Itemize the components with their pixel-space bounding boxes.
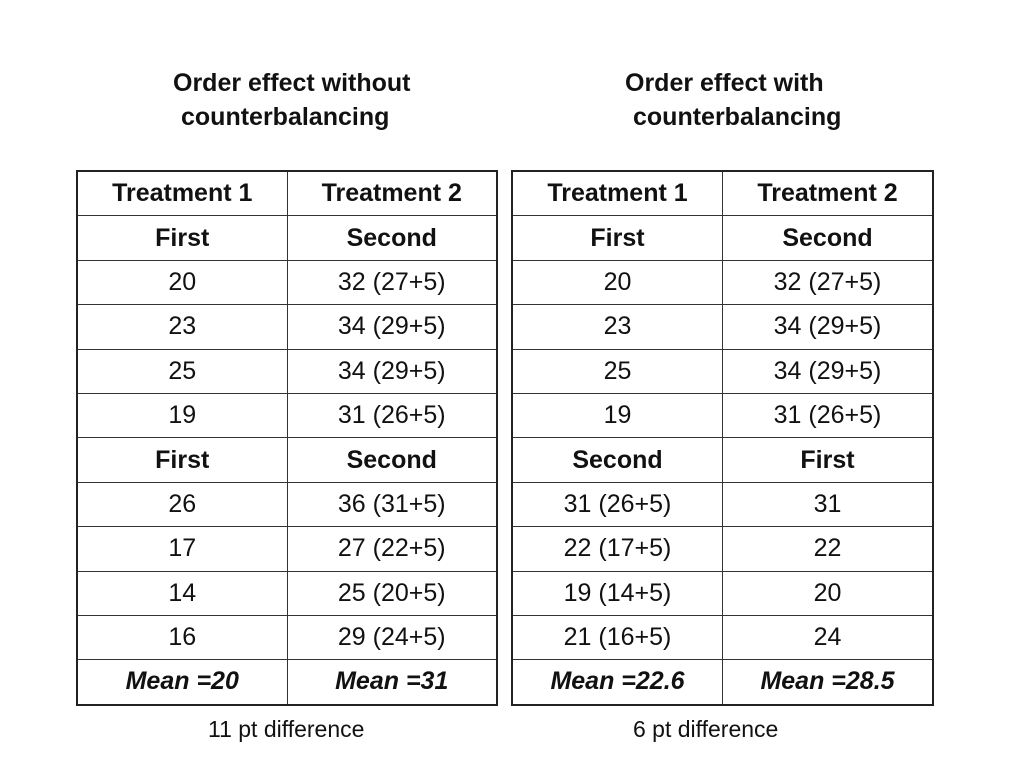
title-line-1: Order effect without bbox=[173, 69, 411, 97]
title-line-2: counterbalancing bbox=[633, 103, 842, 131]
cell: 31 (26+5) bbox=[286, 392, 498, 439]
table-row: 20 32 (27+5) bbox=[76, 259, 498, 306]
table-row: 25 34 (29+5) bbox=[76, 348, 498, 394]
order-label: Second bbox=[722, 215, 934, 261]
header-treatment-1: Treatment 1 bbox=[76, 170, 288, 217]
cell: 29 (24+5) bbox=[286, 614, 498, 661]
difference-note-left: 11 pt difference bbox=[208, 716, 365, 742]
cell: 31 (26+5) bbox=[722, 392, 934, 439]
cell: 32 (27+5) bbox=[286, 259, 498, 306]
cell: 19 bbox=[76, 392, 288, 439]
mean-treatment-1: Mean =22.6 bbox=[511, 659, 723, 706]
cell: 22 bbox=[722, 526, 934, 572]
table-row: 31 (26+5) 31 bbox=[511, 481, 934, 528]
header-treatment-2: Treatment 2 bbox=[286, 170, 498, 217]
table-with-counterbalancing: Treatment 1 Treatment 2 First Second 20 … bbox=[511, 170, 934, 706]
order-label: First bbox=[511, 215, 723, 261]
order-label: Second bbox=[286, 437, 498, 483]
cell: 19 (14+5) bbox=[511, 570, 723, 616]
mean-treatment-1: Mean =20 bbox=[76, 659, 288, 706]
table-row: 23 34 (29+5) bbox=[511, 304, 934, 350]
order-label: Second bbox=[286, 215, 498, 261]
cell: 20 bbox=[722, 570, 934, 616]
title-line-2: counterbalancing bbox=[181, 103, 390, 131]
cell: 14 bbox=[76, 570, 288, 616]
cell: 23 bbox=[76, 304, 288, 350]
table-row: 14 25 (20+5) bbox=[76, 570, 498, 616]
cell: 26 bbox=[76, 481, 288, 528]
mean-treatment-2: Mean =31 bbox=[286, 659, 498, 706]
table-row: 19 31 (26+5) bbox=[511, 392, 934, 439]
order-row: Second First bbox=[511, 437, 934, 483]
table-without-counterbalancing: Treatment 1 Treatment 2 First Second 20 … bbox=[76, 170, 498, 706]
cell: 17 bbox=[76, 526, 288, 572]
table-row: 22 (17+5) 22 bbox=[511, 526, 934, 572]
table-row: 26 36 (31+5) bbox=[76, 481, 498, 528]
cell: 34 (29+5) bbox=[286, 348, 498, 394]
table-row: 16 29 (24+5) bbox=[76, 614, 498, 661]
table-row: 19 (14+5) 20 bbox=[511, 570, 934, 616]
cell: 19 bbox=[511, 392, 723, 439]
mean-treatment-2: Mean =28.5 bbox=[722, 659, 934, 706]
cell: 25 bbox=[76, 348, 288, 394]
order-row: First Second bbox=[76, 437, 498, 483]
difference-note-right: 6 pt difference bbox=[633, 716, 779, 742]
cell: 23 bbox=[511, 304, 723, 350]
cell: 25 bbox=[511, 348, 723, 394]
order-row: First Second bbox=[511, 215, 934, 261]
cell: 22 (17+5) bbox=[511, 526, 723, 572]
cell: 25 (20+5) bbox=[286, 570, 498, 616]
cell: 34 (29+5) bbox=[722, 304, 934, 350]
cell: 20 bbox=[76, 259, 288, 306]
order-label: Second bbox=[511, 437, 723, 483]
title-without-counterbalancing: Order effect without counterbalancing bbox=[173, 66, 411, 134]
cell: 21 (16+5) bbox=[511, 614, 723, 661]
header-treatment-2: Treatment 2 bbox=[722, 170, 934, 217]
cell: 36 (31+5) bbox=[286, 481, 498, 528]
mean-row: Mean =20 Mean =31 bbox=[76, 659, 498, 706]
cell: 20 bbox=[511, 259, 723, 306]
cell: 31 bbox=[722, 481, 934, 528]
order-label: First bbox=[76, 437, 288, 483]
cell: 34 (29+5) bbox=[722, 348, 934, 394]
table-row: 25 34 (29+5) bbox=[511, 348, 934, 394]
title-line-1: Order effect with bbox=[625, 69, 824, 97]
cell: 24 bbox=[722, 614, 934, 661]
table-row: 23 34 (29+5) bbox=[76, 304, 498, 350]
table-row: 20 32 (27+5) bbox=[511, 259, 934, 306]
order-label: First bbox=[76, 215, 288, 261]
header-row: Treatment 1 Treatment 2 bbox=[511, 170, 934, 217]
order-row: First Second bbox=[76, 215, 498, 261]
cell: 34 (29+5) bbox=[286, 304, 498, 350]
table-row: 21 (16+5) 24 bbox=[511, 614, 934, 661]
header-row: Treatment 1 Treatment 2 bbox=[76, 170, 498, 217]
order-label: First bbox=[722, 437, 934, 483]
title-with-counterbalancing: Order effect with counterbalancing bbox=[625, 66, 841, 134]
table-row: 17 27 (22+5) bbox=[76, 526, 498, 572]
cell: 31 (26+5) bbox=[511, 481, 723, 528]
cell: 32 (27+5) bbox=[722, 259, 934, 306]
table-row: 19 31 (26+5) bbox=[76, 392, 498, 439]
header-treatment-1: Treatment 1 bbox=[511, 170, 723, 217]
cell: 16 bbox=[76, 614, 288, 661]
cell: 27 (22+5) bbox=[286, 526, 498, 572]
mean-row: Mean =22.6 Mean =28.5 bbox=[511, 659, 934, 706]
